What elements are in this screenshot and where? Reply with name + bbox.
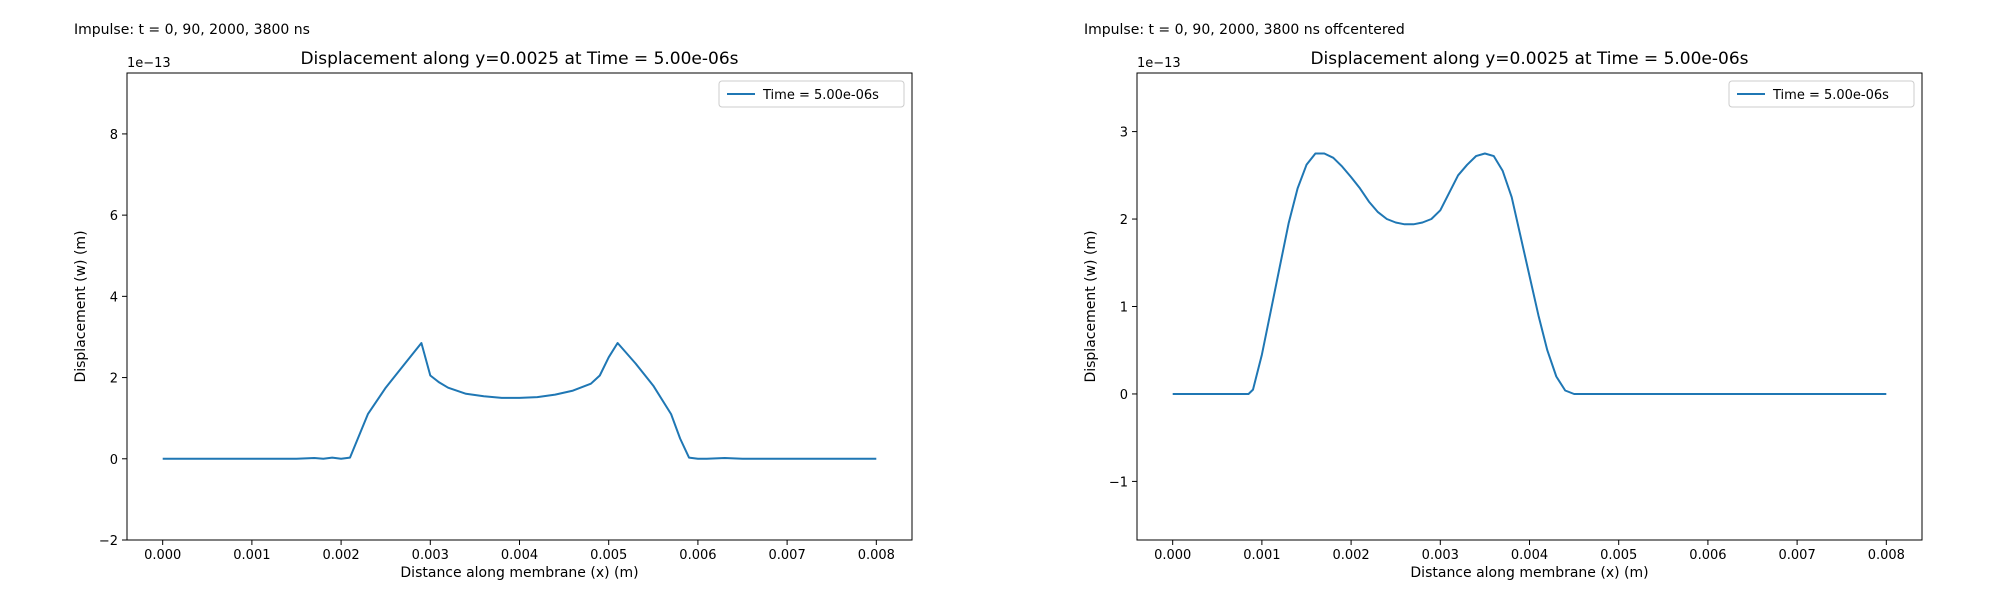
x-tick-label: 0.003 [1422,548,1459,563]
x-tick-label: 0.006 [1689,548,1726,563]
x-tick-label: 0.006 [679,548,716,563]
legend-box [1728,80,1915,108]
y-axis-label: Displacement (w) (m) [1083,230,1099,382]
x-tick-label: 0.000 [144,548,181,563]
x-tick-label: 0.004 [1511,548,1548,563]
x-tick-label: 0.000 [1154,548,1191,563]
y-tick-label: −1 [1109,475,1128,490]
x-tick-label: 0.002 [1332,548,1369,563]
line-chart: 0.000 0.001 0.002 0.003 0.004 0.005 0.006 0.007… [73,49,913,581]
y-tick-label: 6 [110,209,118,224]
y-tick-label: 0 [1120,388,1128,403]
x-tick-label: 0.005 [590,548,627,563]
y-tick-label: 0 [110,453,118,468]
y-tick-label: −2 [99,534,118,549]
legend-label: Time = 5.00e-06s [1772,88,1889,103]
x-tick-label: 0.001 [1243,548,1280,563]
series-line [162,342,877,460]
panel-annotation: Impulse: t = 0, 90, 2000, 3800 ns offcen… [1084,22,1405,38]
chart-panel-left: Impulse: t = 0, 90, 2000, 3800 ns 0.000 0… [73,22,913,581]
x-tick-label: 0.004 [501,548,538,563]
chart-title: Displacement along y=0.0025 at Time = 5.… [300,49,738,69]
y-tick-label: 3 [1120,126,1128,141]
x-axis-label: Distance along membrane (x) (m) [400,565,638,581]
y-axis-multiplier: 1e−13 [1137,56,1181,71]
x-axis-label: Distance along membrane (x) (m) [1410,565,1648,581]
x-tick-label: 0.005 [1600,548,1637,563]
y-tick-label: 2 [1120,213,1128,228]
y-tick-label: 1 [1120,301,1128,316]
plot-area-frame [126,72,913,541]
plot-area-frame [1136,72,1923,541]
x-tick-label: 0.002 [322,548,359,563]
legend-label: Time = 5.00e-06s [762,88,879,103]
chart-panel-right: Impulse: t = 0, 90, 2000, 3800 ns offcen… [1010,0,2000,600]
x-tick-label: 0.008 [1868,548,1905,563]
x-tick-label: 0.003 [412,548,449,563]
x-tick-label: 0.001 [233,548,270,563]
line-chart: 0.000 0.001 0.002 0.003 0.004 0.005 0.006 0.007… [1083,49,1923,581]
chart-title: Displacement along y=0.0025 at Time = 5.… [1310,49,1748,69]
legend-box [718,80,905,108]
x-tick-label: 0.007 [1779,548,1816,563]
x-tick-label: 0.007 [769,548,806,563]
y-axis-label: Displacement (w) (m) [73,230,89,382]
x-tick-label: 0.008 [858,548,895,563]
y-tick-label: 4 [110,290,118,305]
panel-annotation: Impulse: t = 0, 90, 2000, 3800 ns [74,22,310,38]
y-axis-multiplier: 1e−13 [127,56,171,71]
y-tick-label: 2 [110,372,118,387]
y-tick-label: 8 [110,128,118,143]
series-line [1172,152,1887,395]
